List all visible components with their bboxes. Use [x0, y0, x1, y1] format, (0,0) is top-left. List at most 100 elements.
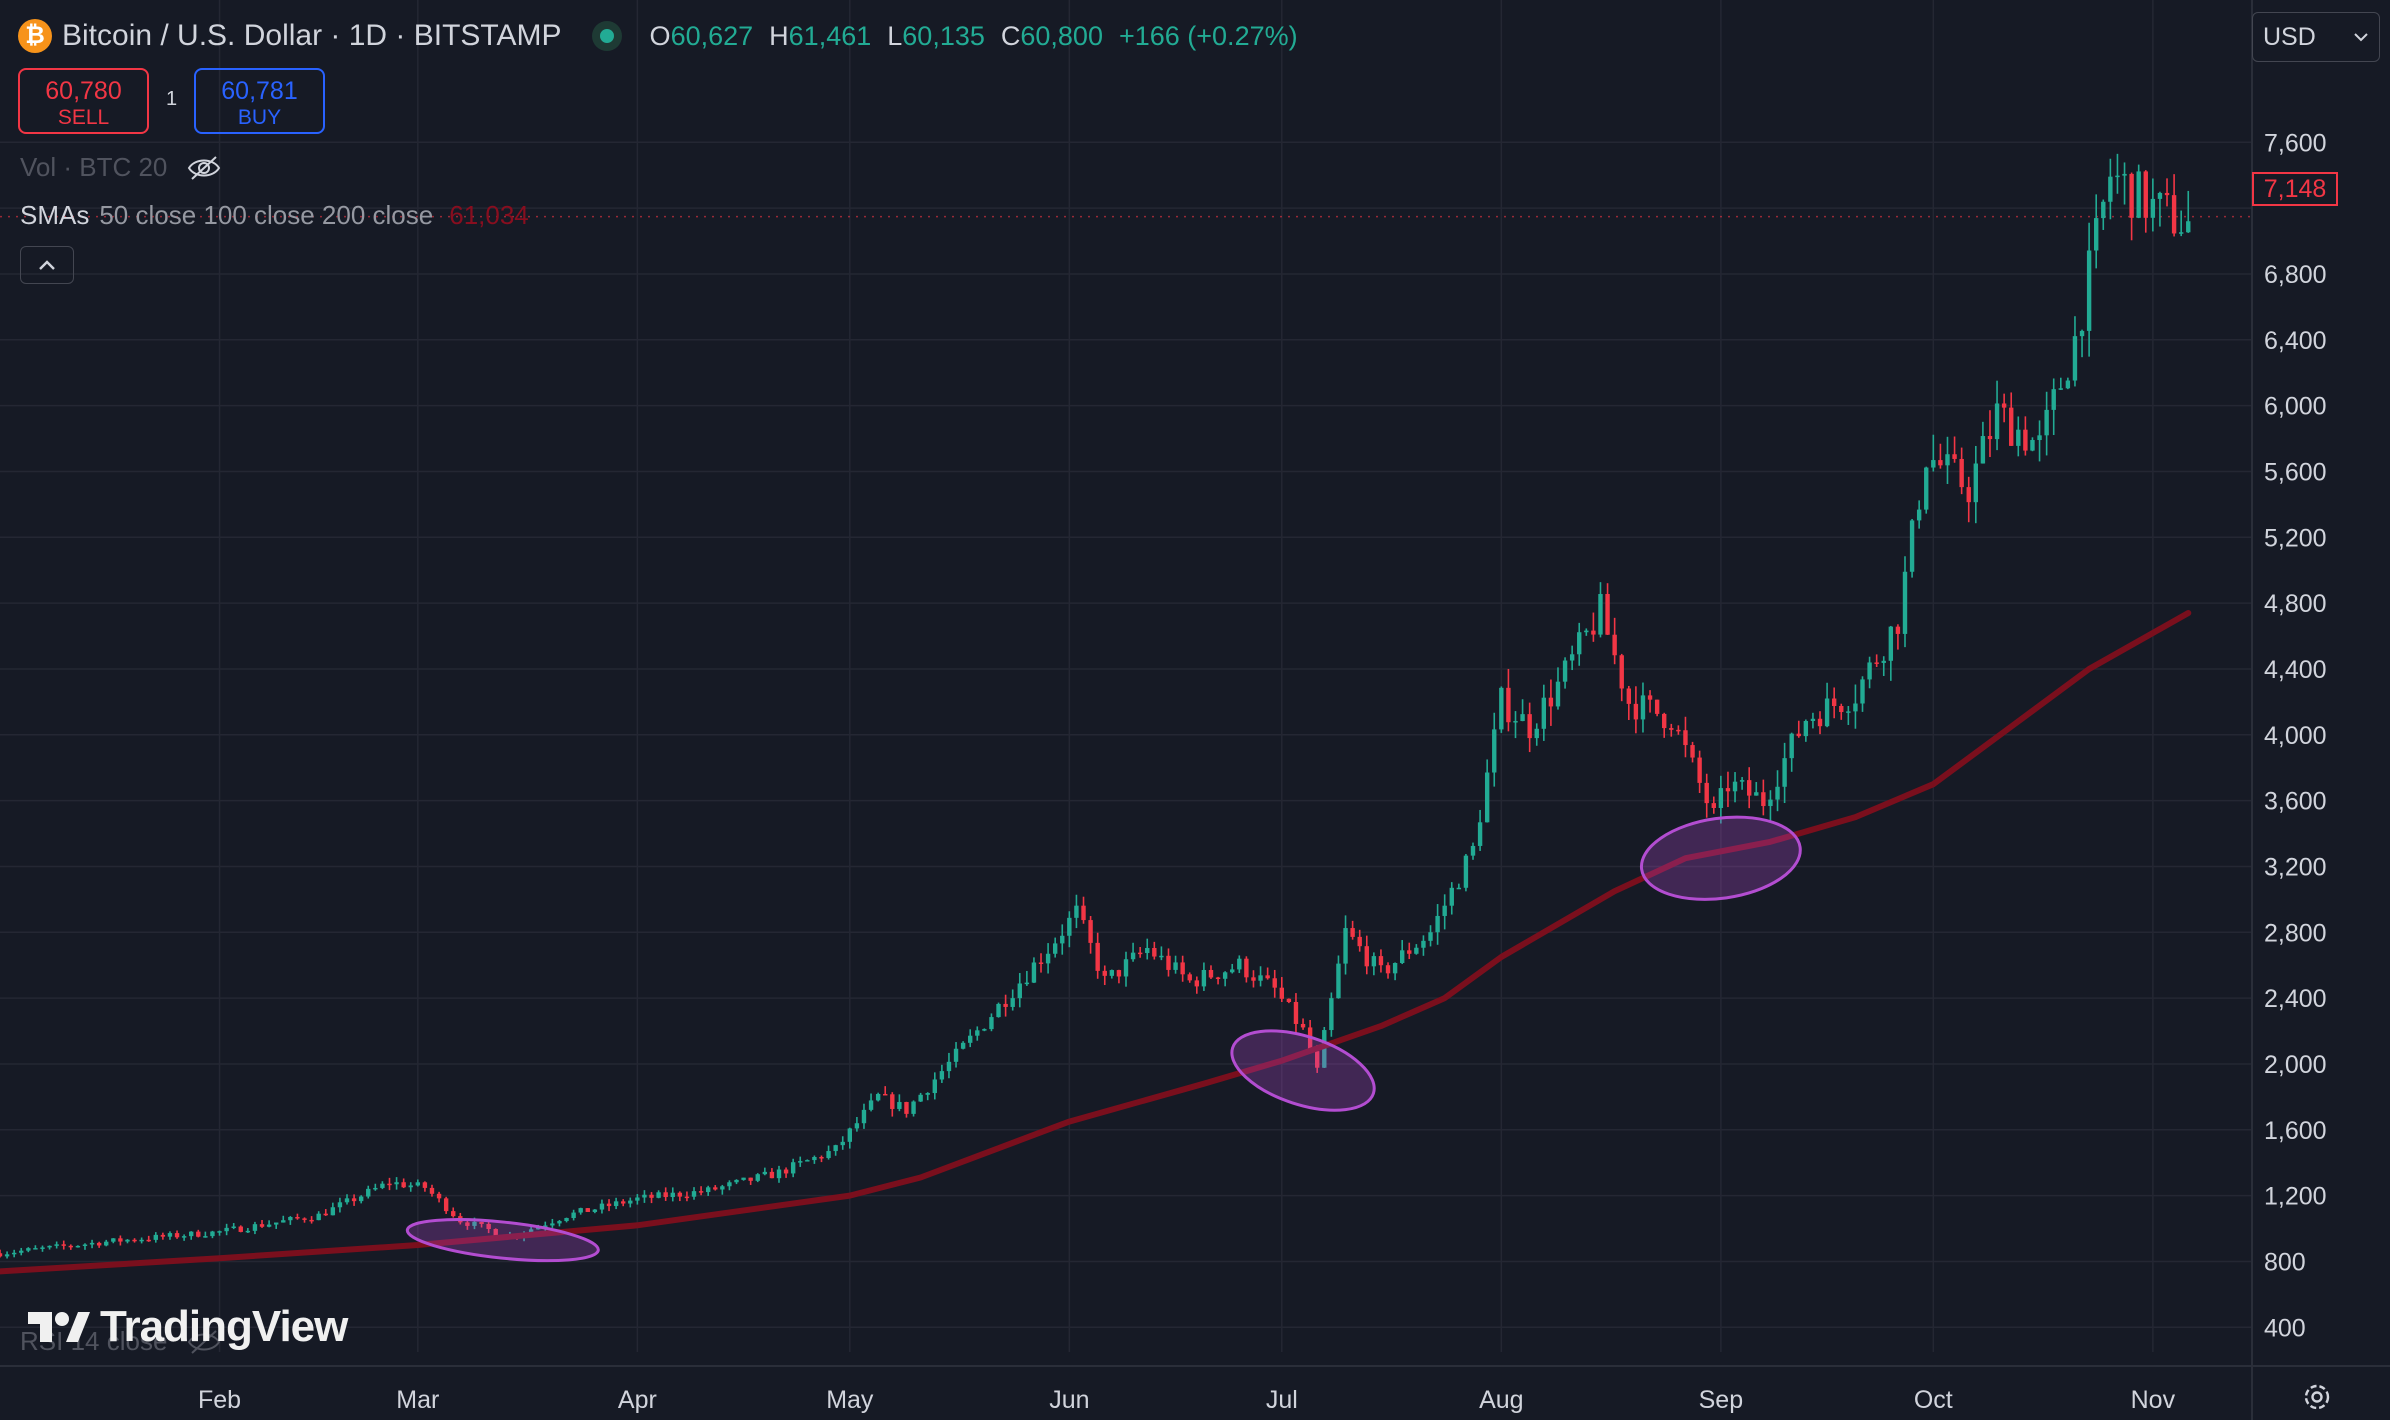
- candle-body: [1045, 953, 1051, 964]
- candle-body: [1265, 975, 1270, 979]
- candle-body: [380, 1183, 385, 1188]
- candle-body: [911, 1101, 916, 1114]
- candle-body: [1300, 1023, 1306, 1028]
- market-status-icon[interactable]: [591, 21, 622, 51]
- candle-body: [47, 1245, 52, 1248]
- candle-body: [613, 1201, 619, 1207]
- candle-body: [1945, 454, 1950, 466]
- currency-value: USD: [2263, 22, 2316, 51]
- candle-body: [1003, 1003, 1008, 1007]
- candle-body: [1123, 959, 1129, 977]
- candle-body: [302, 1218, 307, 1220]
- candle-body: [1272, 978, 1277, 988]
- candle-body: [1492, 729, 1497, 773]
- candle-body: [564, 1218, 569, 1222]
- volume-legend[interactable]: Vol · BTC 20: [20, 152, 221, 183]
- gear-icon[interactable]: [2302, 1382, 2332, 1412]
- candle-body: [1718, 788, 1724, 808]
- candle-body: [847, 1128, 853, 1142]
- candle-body: [19, 1250, 24, 1253]
- candle-body: [1746, 780, 1752, 796]
- candle-body: [599, 1203, 605, 1210]
- candle-body: [1541, 697, 1547, 729]
- candle-body: [1867, 662, 1872, 680]
- buy-button[interactable]: 60,781 BUY: [194, 68, 325, 134]
- candle-body: [1534, 728, 1539, 739]
- candle-body: [1895, 626, 1901, 634]
- candle-body: [1329, 998, 1334, 1031]
- symbol-title[interactable]: Bitcoin / U.S. Dollar · 1D · BITSTAMP: [62, 19, 562, 52]
- y-tick-label: 2,000: [2264, 1051, 2327, 1079]
- candle-body: [1251, 977, 1256, 981]
- candle-body: [1258, 975, 1263, 981]
- candle-body: [2150, 198, 2156, 218]
- sma-legend[interactable]: SMAs 50 close 100 close 200 close 61,034: [20, 200, 529, 231]
- candle-body: [741, 1177, 746, 1180]
- eye-off-icon[interactable]: [187, 155, 221, 181]
- candle-body: [273, 1222, 279, 1225]
- candle-body: [125, 1239, 130, 1242]
- candle-body: [550, 1223, 555, 1226]
- candle-body: [1307, 1027, 1313, 1052]
- candle-body: [1279, 987, 1284, 999]
- candle-body: [854, 1123, 860, 1129]
- candle-body: [1222, 972, 1228, 979]
- candle-body: [89, 1242, 95, 1245]
- candle-body: [330, 1207, 336, 1216]
- candle-body: [1159, 955, 1164, 958]
- candle-body: [2030, 440, 2035, 451]
- candle-body: [606, 1203, 612, 1207]
- eye-off-icon[interactable]: [187, 1329, 221, 1355]
- candle-body: [1173, 962, 1178, 970]
- candle-body: [1052, 943, 1058, 954]
- buy-label: BUY: [237, 106, 282, 129]
- candle-body: [259, 1224, 265, 1227]
- candle-body: [833, 1145, 838, 1152]
- candle-body: [1286, 998, 1292, 1003]
- sell-button[interactable]: 60,780 SELL: [18, 68, 149, 134]
- candle-body: [1860, 679, 1865, 704]
- candle-body: [472, 1221, 477, 1226]
- y-tick-label: 4,800: [2264, 590, 2327, 618]
- candle-body: [1888, 626, 1894, 661]
- candle-body: [1612, 634, 1617, 656]
- y-tick-label: 4,400: [2264, 656, 2327, 684]
- low-value: 60,135: [902, 20, 985, 51]
- y-tick-label: 1,200: [2264, 1183, 2327, 1211]
- candle-body: [2044, 409, 2049, 436]
- candle-body: [571, 1212, 576, 1219]
- candle-body: [798, 1161, 803, 1163]
- candle-body: [1796, 733, 1801, 737]
- candle-body: [1499, 687, 1504, 730]
- y-tick-label: 3,200: [2264, 853, 2327, 881]
- candle-body: [26, 1248, 31, 1251]
- candle-body: [883, 1093, 888, 1096]
- candle-body: [748, 1177, 753, 1181]
- candle-body: [2065, 380, 2071, 389]
- candle-body: [578, 1208, 583, 1213]
- y-tick-label: 1,600: [2264, 1117, 2327, 1145]
- candle-body: [982, 1029, 987, 1031]
- touch-highlight-ellipse: [1230, 1029, 1376, 1112]
- currency-select[interactable]: USD: [2252, 12, 2380, 62]
- order-quantity[interactable]: 1: [166, 88, 178, 110]
- candle-body: [1973, 463, 1979, 503]
- candle-body: [1031, 962, 1037, 983]
- candle-body: [2058, 388, 2063, 390]
- candle-body: [96, 1242, 102, 1246]
- candle-body: [146, 1239, 151, 1242]
- candle-body: [40, 1247, 45, 1249]
- x-tick-label: Mar: [396, 1386, 439, 1414]
- candle-body: [1924, 467, 1929, 510]
- candle-body: [1477, 822, 1483, 846]
- candle-body: [1704, 782, 1709, 804]
- sma-name: SMAs: [20, 200, 90, 230]
- candle-body: [1881, 660, 1886, 663]
- candle-body: [0, 1253, 3, 1257]
- candle-body: [1506, 687, 1511, 723]
- collapse-legend-button[interactable]: [20, 246, 74, 284]
- candle-body: [1520, 714, 1525, 722]
- candle-body: [996, 1003, 1001, 1018]
